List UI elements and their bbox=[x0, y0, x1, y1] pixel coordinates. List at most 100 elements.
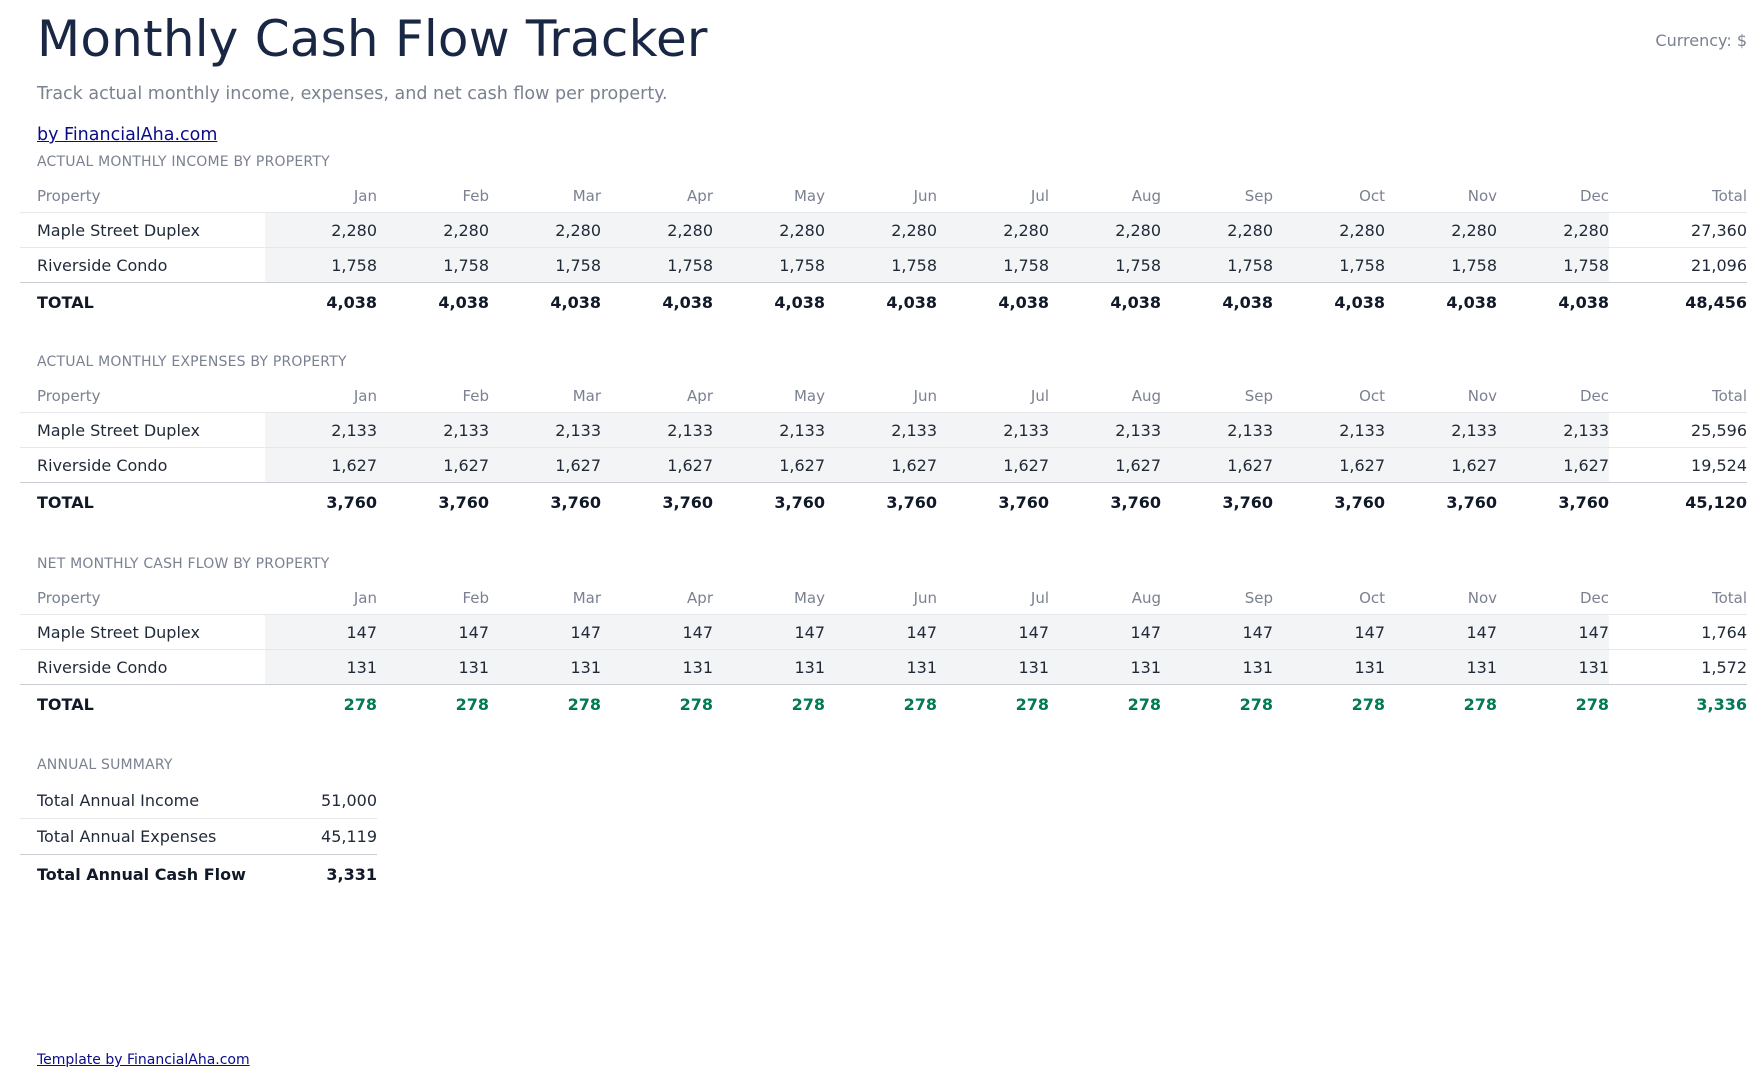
column-header-month: Sep bbox=[1244, 387, 1273, 405]
month-value: 131 bbox=[601, 649, 713, 685]
column-header-month: Apr bbox=[687, 387, 713, 405]
month-value: 1,758 bbox=[1161, 247, 1273, 283]
month-value: 2,133 bbox=[1497, 412, 1609, 448]
month-total: 278 bbox=[1385, 684, 1497, 723]
column-header-property: Property bbox=[37, 387, 101, 405]
month-value: 2,280 bbox=[489, 212, 601, 248]
property-name: Riverside Condo bbox=[20, 247, 265, 283]
summary-row-expenses: Total Annual Expenses 45,119 bbox=[20, 818, 377, 855]
month-value: 147 bbox=[1273, 614, 1385, 650]
column-header-month: Dec bbox=[1579, 589, 1609, 607]
summary-total-value: 3,331 bbox=[265, 854, 377, 893]
month-total: 278 bbox=[937, 684, 1049, 723]
month-value: 147 bbox=[489, 614, 601, 650]
column-header-month: Sep bbox=[1244, 589, 1273, 607]
property-name: Riverside Condo bbox=[20, 649, 265, 685]
table-row: Riverside Condo 131 131 131 131 131 131 131 131 1… bbox=[20, 649, 1747, 685]
column-header-month: Jan bbox=[353, 387, 377, 405]
column-header-month: Nov bbox=[1467, 589, 1497, 607]
footer-link[interactable]: Template by FinancialAha.com bbox=[37, 1052, 250, 1068]
column-header-month: Feb bbox=[462, 589, 489, 607]
total-label: TOTAL bbox=[20, 684, 265, 723]
month-total: 4,038 bbox=[1161, 282, 1273, 321]
column-header-month: Jul bbox=[1030, 589, 1049, 607]
summary-value: 51,000 bbox=[321, 791, 377, 810]
month-value: 131 bbox=[377, 649, 489, 685]
month-value: 147 bbox=[601, 614, 713, 650]
column-header-month: Oct bbox=[1359, 187, 1385, 205]
column-header-property: Property bbox=[37, 589, 101, 607]
month-value: 2,280 bbox=[937, 212, 1049, 248]
table-row: Maple Street Duplex 2,133 2,133 2,133 2,133 2… bbox=[20, 412, 1747, 448]
header-row: Property Jan Feb Mar Apr May Jun Jul Aug Sep Oct No… bbox=[20, 180, 1747, 213]
month-total: 278 bbox=[1161, 684, 1273, 723]
month-value: 1,627 bbox=[713, 447, 825, 483]
month-value: 1,627 bbox=[601, 447, 713, 483]
month-total: 3,760 bbox=[937, 482, 1049, 521]
table-row: Riverside Condo 1,758 1,758 1,758 1,758 1,758… bbox=[20, 247, 1747, 283]
month-value: 1,758 bbox=[377, 247, 489, 283]
column-header-month: Jul bbox=[1030, 387, 1049, 405]
property-name: Riverside Condo bbox=[20, 447, 265, 483]
summary-label: Total Annual Income bbox=[37, 791, 200, 810]
summary-section-title: ANNUAL SUMMARY bbox=[37, 757, 173, 773]
month-total: 278 bbox=[1049, 684, 1161, 723]
month-total: 278 bbox=[1497, 684, 1609, 723]
column-header-month: Mar bbox=[572, 387, 601, 405]
month-value: 131 bbox=[937, 649, 1049, 685]
page-subtitle: Track actual monthly income, expenses, a… bbox=[37, 84, 668, 104]
column-header-total: Total bbox=[1711, 589, 1747, 607]
month-total: 4,038 bbox=[713, 282, 825, 321]
column-header-month: Apr bbox=[687, 187, 713, 205]
month-value: 147 bbox=[1497, 614, 1609, 650]
month-total: 3,760 bbox=[265, 482, 377, 521]
month-value: 1,758 bbox=[937, 247, 1049, 283]
month-value: 1,627 bbox=[1385, 447, 1497, 483]
month-value: 2,133 bbox=[489, 412, 601, 448]
summary-row-income: Total Annual Income 51,000 bbox=[20, 783, 377, 819]
month-value: 1,758 bbox=[489, 247, 601, 283]
column-header-month: Oct bbox=[1359, 589, 1385, 607]
net-table: Property Jan Feb Mar Apr May Jun Jul Aug Sep Oct No… bbox=[20, 582, 1747, 723]
month-total: 278 bbox=[489, 684, 601, 723]
month-total: 3,760 bbox=[825, 482, 937, 521]
column-header-month: Aug bbox=[1131, 387, 1161, 405]
month-value: 131 bbox=[489, 649, 601, 685]
month-total: 4,038 bbox=[601, 282, 713, 321]
month-value: 1,627 bbox=[489, 447, 601, 483]
summary-label: Total Annual Expenses bbox=[20, 818, 265, 855]
column-header-month: Mar bbox=[572, 589, 601, 607]
table-row: Maple Street Duplex 2,280 2,280 2,280 2,280 2… bbox=[20, 212, 1747, 248]
month-value: 1,627 bbox=[937, 447, 1049, 483]
month-total: 4,038 bbox=[1385, 282, 1497, 321]
month-total: 3,760 bbox=[601, 482, 713, 521]
month-value: 1,758 bbox=[1497, 247, 1609, 283]
byline-link[interactable]: by FinancialAha.com bbox=[37, 125, 218, 145]
month-total: 4,038 bbox=[1273, 282, 1385, 321]
month-total: 3,760 bbox=[1161, 482, 1273, 521]
month-value: 1,758 bbox=[1385, 247, 1497, 283]
month-total: 278 bbox=[265, 684, 377, 723]
month-value: 1,758 bbox=[825, 247, 937, 283]
month-total: 3,760 bbox=[1049, 482, 1161, 521]
column-header-month: Jun bbox=[913, 589, 937, 607]
month-value: 2,280 bbox=[825, 212, 937, 248]
month-value: 147 bbox=[377, 614, 489, 650]
column-header-month: Mar bbox=[572, 187, 601, 205]
column-header-month: Sep bbox=[1244, 187, 1273, 205]
month-total: 3,760 bbox=[1497, 482, 1609, 521]
currency-label: Currency: $ bbox=[1655, 31, 1747, 50]
month-value: 2,280 bbox=[713, 212, 825, 248]
month-total: 4,038 bbox=[1049, 282, 1161, 321]
month-value: 1,627 bbox=[1497, 447, 1609, 483]
month-value: 2,133 bbox=[265, 412, 377, 448]
header-row: Property Jan Feb Mar Apr May Jun Jul Aug Sep Oct No… bbox=[20, 380, 1747, 413]
row-total: 1,764 bbox=[1609, 614, 1747, 650]
expenses-section-title: ACTUAL MONTHLY EXPENSES BY PROPERTY bbox=[37, 354, 347, 370]
month-value: 131 bbox=[265, 649, 377, 685]
month-value: 2,280 bbox=[1049, 212, 1161, 248]
month-value: 2,280 bbox=[1161, 212, 1273, 248]
row-total: 27,360 bbox=[1609, 212, 1747, 248]
total-row: TOTAL 278 278 278 278 278 278 278 278 278 278 278 27… bbox=[20, 684, 1747, 723]
month-value: 1,758 bbox=[265, 247, 377, 283]
